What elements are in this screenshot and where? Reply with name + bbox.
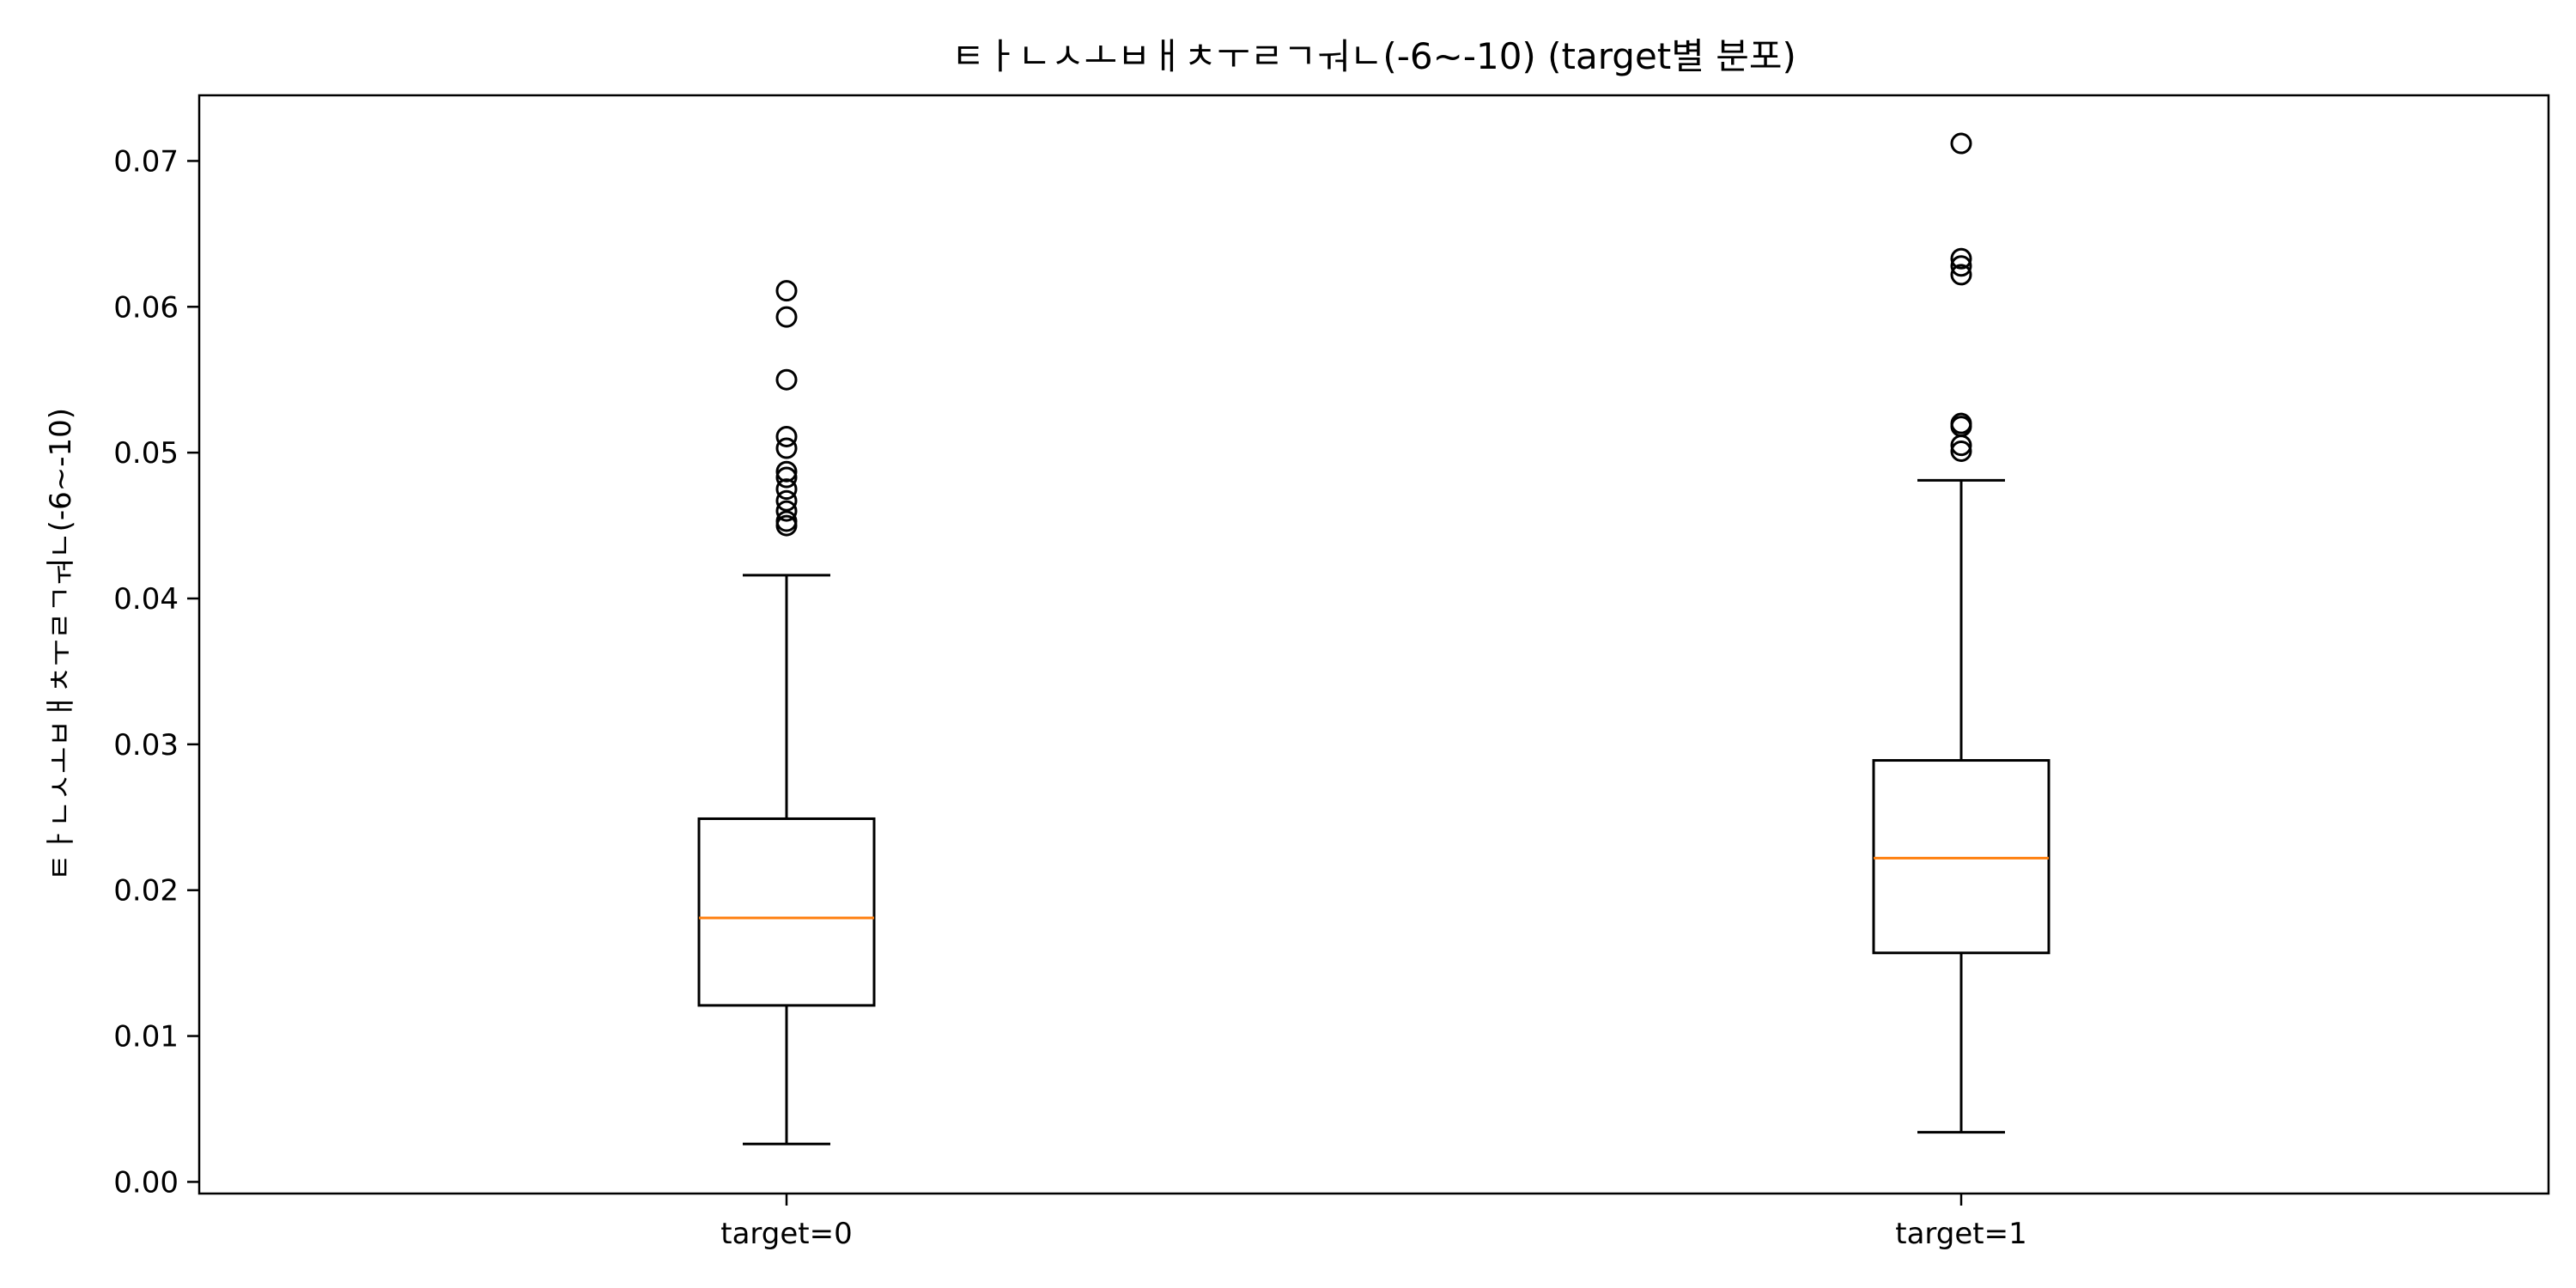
y-axis-label: ㅌㅏㄴㅅㅗㅂㅐㅊㅜㄹㄱㅝㄴ(-6~-10) [44, 408, 78, 881]
outlier-point [775, 478, 798, 501]
outlier-point [775, 368, 798, 391]
outlier-point [775, 510, 798, 532]
y-tick-label: 0.00 [113, 1165, 179, 1200]
outlier-point [1950, 440, 1972, 462]
outlier-point [775, 460, 798, 483]
y-tick-label: 0.01 [113, 1020, 179, 1054]
outlier-point [1950, 255, 1972, 277]
box-target=1 [1872, 132, 2050, 1134]
x-tick-label: target=1 [1895, 1217, 2027, 1251]
y-tick-label: 0.03 [113, 728, 179, 762]
x-axis: target=0 target=1 [720, 1194, 2027, 1251]
iqr-box [697, 817, 876, 1007]
outlier-point [1950, 132, 1972, 155]
iqr-box [1872, 759, 2050, 955]
y-axis: 0.00 0.01 0.02 0.03 0.04 0.05 0.06 0.07 [113, 144, 199, 1200]
outlier-point [775, 425, 798, 447]
chart-title: ㅌㅏㄴㅅㅗㅂㅐㅊㅜㄹㄱㅝㄴ(-6~-10) (target별 분포) [951, 35, 1796, 77]
outlier-point [775, 489, 798, 512]
box-series [697, 132, 2050, 1145]
x-tick-label: target=0 [720, 1217, 853, 1251]
y-tick-label: 0.05 [113, 436, 179, 471]
outlier-point [1950, 264, 1972, 286]
outlier-point [775, 466, 798, 489]
plot-area-frame [197, 94, 2550, 1195]
box-target=0 [697, 280, 876, 1145]
outlier-point [775, 437, 798, 459]
outlier-point [775, 306, 798, 328]
y-tick-label: 0.07 [113, 144, 179, 179]
y-tick-label: 0.02 [113, 874, 179, 908]
outlier-point [775, 280, 798, 302]
outlier-point [1950, 412, 1972, 434]
y-tick-label: 0.04 [113, 582, 179, 617]
outlier-point [1950, 247, 1972, 270]
outlier-point [775, 500, 798, 522]
y-tick-label: 0.06 [113, 290, 179, 325]
